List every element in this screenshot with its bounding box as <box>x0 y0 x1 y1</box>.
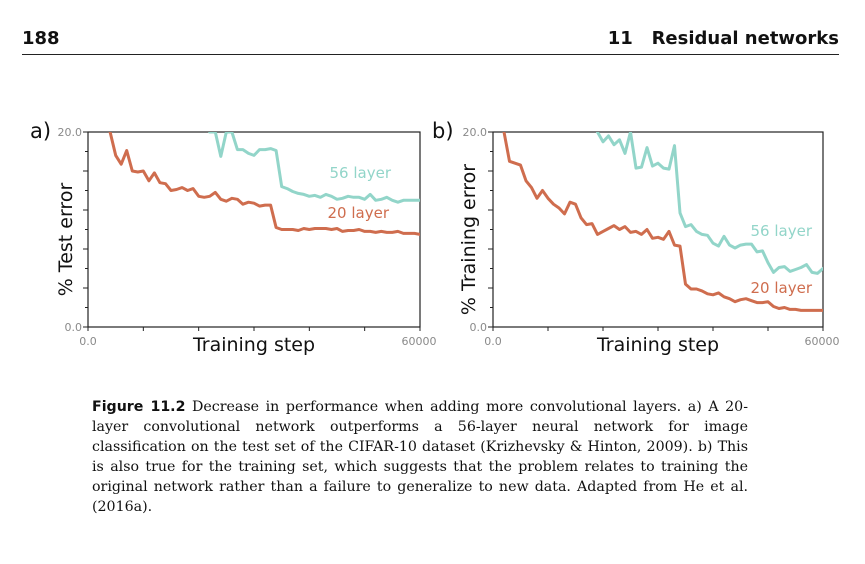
panel-label: a) <box>30 119 51 143</box>
caption-label: Figure 11.2 <box>92 399 186 415</box>
x-axis-label: Training step <box>596 334 719 356</box>
plot-frame <box>87 131 421 328</box>
series-label-20-layer: 20 layer <box>328 204 390 222</box>
series-label-56-layer: 56 layer <box>751 222 813 240</box>
y-axis-label: % Test error <box>55 183 77 297</box>
x-tick-label: 0.0 <box>79 335 97 348</box>
x-tick-label: 60000 <box>805 335 840 348</box>
figure-11-2: a) 0.0 20.0 0.0 60000 Training step % Test err… <box>30 119 840 356</box>
y-axis-label: % Training error <box>458 164 480 315</box>
series-line-20-layer <box>108 132 420 236</box>
x-axis-label: Training step <box>192 334 315 356</box>
page-header: 188 11 Residual networks <box>22 28 839 55</box>
running-head: 11 Residual networks <box>607 28 839 49</box>
caption-text: Decrease in performance when adding more… <box>92 399 748 515</box>
y-tick-label: 0.0 <box>65 321 83 334</box>
page-number: 188 <box>22 28 60 49</box>
figure-caption: Figure 11.2 Decrease in performance when… <box>92 397 748 517</box>
series-line-56-layer <box>208 132 420 204</box>
panel-label: b) <box>432 119 454 143</box>
x-tick-label: 0.0 <box>484 335 502 348</box>
y-tick-label: 20.0 <box>58 126 83 139</box>
series-label-56-layer: 56 layer <box>330 164 392 182</box>
series-line-20-layer <box>502 132 823 312</box>
x-tick-label: 60000 <box>402 335 437 348</box>
series-label-20-layer: 20 layer <box>751 279 813 297</box>
chart-panel-b: b) 0.0 20.0 0.0 60000 Training step % Training… <box>432 119 840 356</box>
y-tick-label: 0.0 <box>470 321 488 334</box>
y-tick-label: 20.0 <box>463 126 488 139</box>
chart-panel-a: a) 0.0 20.0 0.0 60000 Training step % Test err… <box>30 119 437 356</box>
series-line-56-layer <box>596 132 823 275</box>
